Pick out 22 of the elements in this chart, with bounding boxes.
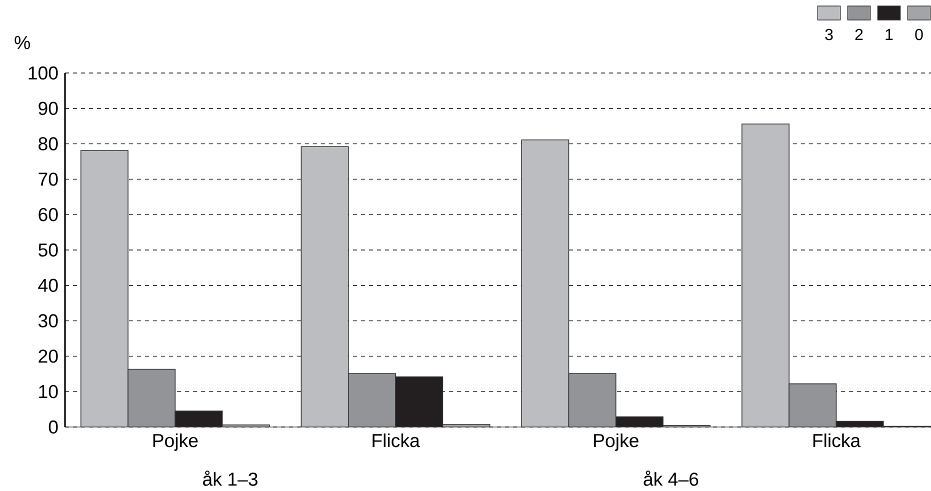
legend-label: 3 [825, 28, 833, 40]
y-tick-label: 60 [38, 208, 58, 222]
y-tick-label: 20 [38, 350, 58, 363]
y-tick-label: 90 [38, 102, 58, 115]
y-tick-label: 50 [38, 243, 58, 257]
legend-label: 1 [886, 28, 893, 40]
y-tick-label: 100 [28, 66, 58, 80]
y-tick-label: 80 [38, 137, 58, 150]
legend-label: 2 [855, 28, 863, 40]
y-tick-label: 10 [39, 384, 58, 398]
x-tick-label: Pojke [153, 433, 198, 451]
y-tick-label: 30 [38, 314, 58, 328]
x-tick-label: Flicka [813, 433, 861, 448]
text: åk 1–3 [203, 470, 258, 486]
y-tick-label: 40 [38, 278, 58, 292]
y-axis-title: % [14, 36, 30, 50]
text: åk 4–6 [644, 470, 698, 486]
y-tick-label: 0 [48, 420, 58, 434]
x-tick-label: Flicka [372, 433, 420, 448]
legend-label: 0 [915, 28, 923, 40]
y-tick-label: 70 [38, 172, 58, 186]
x-tick-label: Pojke [594, 433, 638, 451]
